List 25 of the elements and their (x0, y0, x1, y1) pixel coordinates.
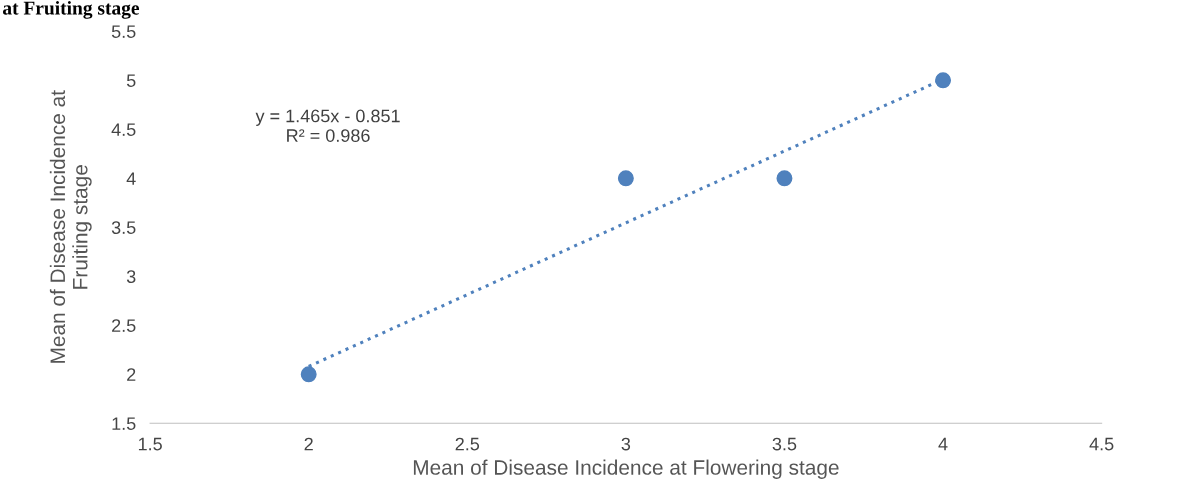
annotation: R² = 0.986 (287, 129, 370, 142)
point (935, 72, 952, 89)
y-tick-label: 2.5 (112, 319, 136, 332)
x-tick-label: 3 (621, 437, 631, 451)
y-tick-label: 2 (127, 368, 136, 381)
y-tick-label: 4.5 (111, 123, 136, 136)
x-tick-label: 2.5 (455, 437, 480, 451)
chart-title: at Fruiting stage (2, 0, 140, 19)
x-tick-label: 1.5 (138, 437, 162, 451)
annotation: y = 1.465x - 0.851 (255, 109, 400, 126)
point (300, 366, 317, 383)
x-tick-label: 4.5 (1089, 437, 1114, 451)
x-tick-label: 4 (938, 437, 948, 451)
y-tick-label: 3 (126, 270, 136, 283)
y-tick-label: 3.5 (111, 221, 136, 234)
y-tick-label: 4 (126, 172, 136, 185)
y-axis-title: Mean of Disease Incidence at Fruiting stage (49, 90, 92, 363)
y-tick-label: 5 (126, 74, 136, 87)
x-axis-title: Mean of Disease Incidence at Flowering stage (413, 459, 839, 479)
x-tick-label: 2 (304, 437, 313, 451)
x-tick-label: 3.5 (772, 437, 797, 451)
y-tick-label: 5.5 (111, 25, 136, 38)
point (776, 170, 793, 187)
y-tick-label: 1.5 (112, 417, 136, 430)
point (617, 170, 634, 187)
